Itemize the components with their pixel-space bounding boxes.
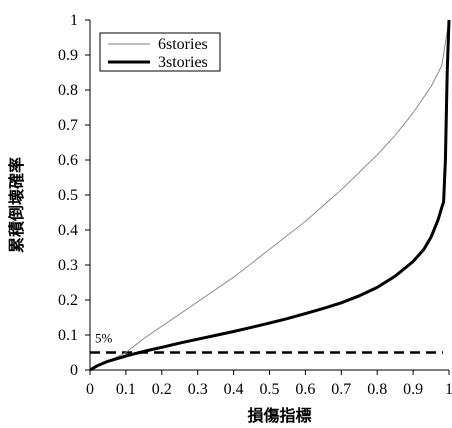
y-tick-label: 0: [70, 362, 78, 379]
x-axis-title: 損傷指標: [247, 406, 311, 425]
legend-label-6stories: 6stories: [158, 36, 208, 53]
x-tick-label: 0.4: [224, 381, 244, 398]
y-tick-label: 1: [70, 12, 78, 29]
y-tick-label: 0.7: [58, 117, 78, 134]
y-tick-label: 0.8: [58, 82, 78, 99]
x-tick-label: 0.2: [152, 381, 172, 398]
x-tick-label: 0.9: [403, 381, 423, 398]
x-tick-label: 0: [86, 381, 94, 398]
x-tick-label: 0.5: [260, 381, 280, 398]
plot-area: [89, 19, 451, 372]
reference-line-label: 5%: [95, 331, 113, 346]
series-line-3stories: [89, 19, 451, 372]
x-tick-label: 0.6: [295, 381, 315, 398]
y-axis-title: 累積倒壊確率: [7, 157, 26, 253]
x-tick-label: 0.7: [331, 381, 351, 398]
series-line-6stories: [89, 19, 450, 371]
y-tick-label: 0.2: [58, 292, 78, 309]
y-tick-label: 0.9: [58, 47, 78, 64]
x-tick-label: 0.8: [367, 381, 387, 398]
y-axis-ticks: 0 0.1 0.2 0.3 0.4 0.5 0.6 0.7 0.8 0.9 1: [58, 12, 90, 379]
legend-box: [99, 32, 221, 72]
x-axis-ticks: 0 0.1 0.2 0.3 0.4 0.5 0.6 0.7 0.8 0.9 1: [86, 370, 452, 398]
legend: 6stories 3stories: [99, 32, 221, 72]
y-tick-label: 0.6: [58, 152, 78, 169]
y-tick-label: 0.4: [58, 222, 78, 239]
x-tick-label: 0.3: [188, 381, 208, 398]
y-tick-label: 0.5: [58, 187, 78, 204]
x-tick-label: 1: [445, 381, 452, 398]
y-tick-label: 0.3: [58, 257, 78, 274]
y-tick-label: 0.1: [58, 327, 78, 344]
legend-label-3stories: 3stories: [158, 54, 208, 71]
x-tick-label: 0.1: [116, 381, 136, 398]
